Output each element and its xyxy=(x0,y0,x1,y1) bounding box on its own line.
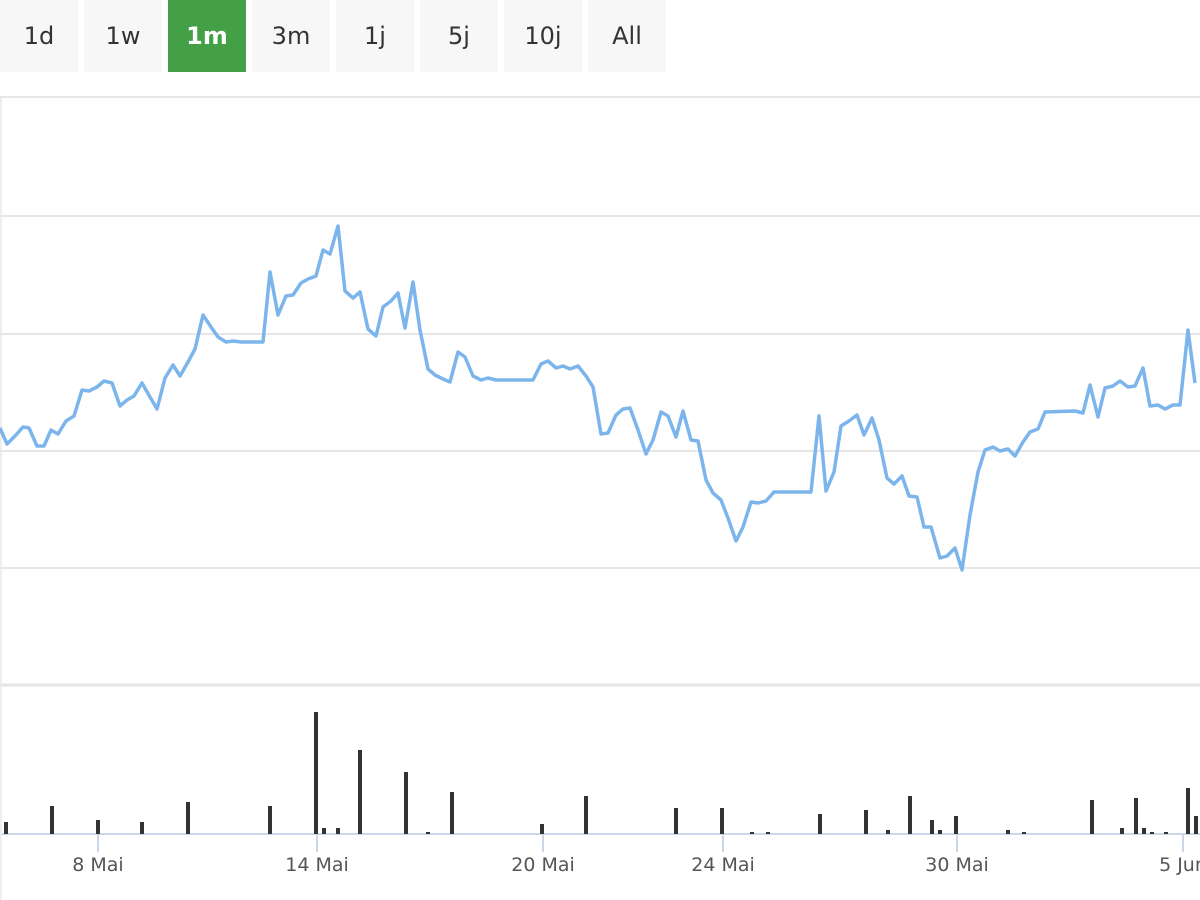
volume-bar xyxy=(1006,830,1010,834)
volume-bar xyxy=(1164,832,1168,834)
volume-bar xyxy=(1142,828,1146,834)
range-button[interactable]: 1m xyxy=(168,0,246,72)
volume-bar xyxy=(1022,832,1026,834)
x-tick-label: 8 Mai xyxy=(72,854,123,876)
volume-bar xyxy=(336,828,340,834)
volume-bar xyxy=(674,808,678,834)
x-tick-label: 24 Mai xyxy=(691,854,755,876)
volume-bar xyxy=(886,830,890,834)
volume-bar xyxy=(50,806,54,834)
range-button[interactable]: 3m xyxy=(252,0,330,72)
volume-bar xyxy=(540,824,544,834)
volume-bar xyxy=(314,712,318,834)
volume-bar xyxy=(96,820,100,834)
range-button[interactable]: 1j xyxy=(336,0,414,72)
volume-bar xyxy=(720,808,724,834)
range-button[interactable]: All xyxy=(588,0,666,72)
range-button[interactable]: 5j xyxy=(420,0,498,72)
volume-bar xyxy=(930,820,934,834)
volume-bar xyxy=(358,750,362,834)
volume-bar xyxy=(140,822,144,834)
volume-bar xyxy=(1090,800,1094,834)
x-tick-label: 5 Jun xyxy=(1159,854,1200,876)
volume-bar xyxy=(818,814,822,834)
volume-bar xyxy=(4,822,8,834)
volume-bar xyxy=(954,816,958,834)
x-tick-label: 20 Mai xyxy=(511,854,575,876)
range-button[interactable]: 1w xyxy=(84,0,162,72)
volume-bar xyxy=(1150,832,1154,834)
volume-bar xyxy=(404,772,408,834)
volume-bar xyxy=(938,830,942,834)
volume-bar xyxy=(1120,828,1124,834)
range-button[interactable]: 1d xyxy=(0,0,78,72)
volume-bar xyxy=(766,832,770,834)
volume-bar xyxy=(864,810,868,834)
price-panel xyxy=(0,97,1200,685)
volume-bar xyxy=(1186,788,1190,834)
volume-bar xyxy=(426,832,430,834)
volume-bar xyxy=(750,832,754,834)
volume-bar xyxy=(186,802,190,834)
price-line xyxy=(0,224,1197,572)
volume-bar xyxy=(1194,816,1198,834)
x-tick-label: 30 Mai xyxy=(925,854,989,876)
volume-bar xyxy=(584,796,588,834)
volume-bar xyxy=(450,792,454,834)
range-button[interactable]: 10j xyxy=(504,0,582,72)
volume-bar xyxy=(1134,798,1138,834)
x-tick-label: 14 Mai xyxy=(285,854,349,876)
volume-bar xyxy=(908,796,912,834)
volume-bar xyxy=(268,806,272,834)
volume-bar xyxy=(322,828,326,834)
